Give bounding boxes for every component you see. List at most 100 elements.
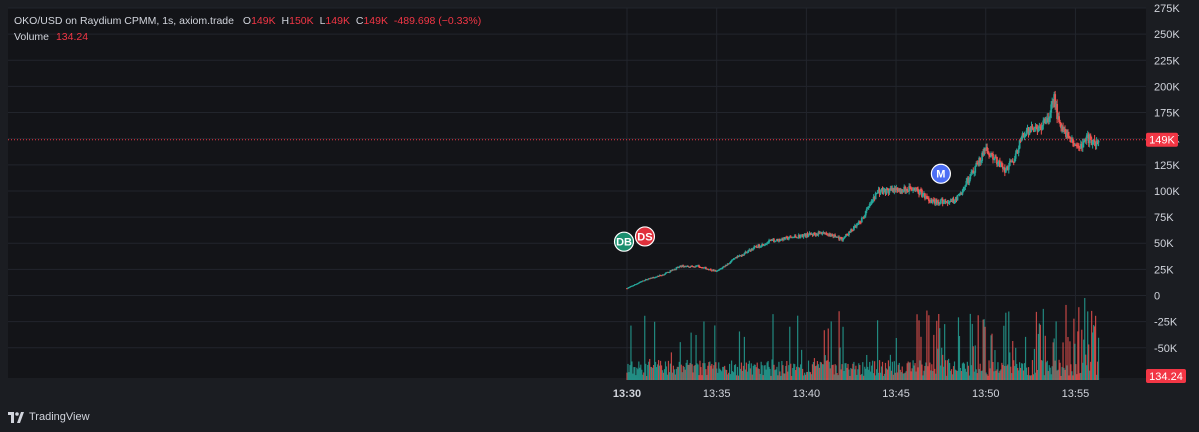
volume-bar xyxy=(829,368,831,380)
volume-bar xyxy=(1057,369,1059,380)
volume-bar xyxy=(640,364,642,380)
candle-body xyxy=(897,189,900,192)
volume-bar xyxy=(798,367,800,380)
volume-bar xyxy=(704,363,706,380)
candle-body xyxy=(1086,134,1089,136)
volume-bar xyxy=(897,364,899,380)
price-tick-label: 175K xyxy=(1154,108,1180,120)
candle-body xyxy=(988,154,990,156)
volume-bar xyxy=(874,361,876,380)
volume-bar xyxy=(1052,342,1054,380)
candle-body xyxy=(1023,135,1026,138)
volume-bar xyxy=(827,328,829,380)
volume-bar xyxy=(940,365,942,380)
volume-bar xyxy=(973,371,975,380)
volume-bar xyxy=(895,337,897,380)
candle-body xyxy=(890,188,893,190)
volume-bar xyxy=(936,320,938,380)
volume-bar xyxy=(723,366,725,380)
volume-bar xyxy=(993,371,995,380)
symbol-title[interactable]: OKO/USD on Raydium CPMM, 1s, axiom.trade xyxy=(14,15,234,27)
candle-body xyxy=(786,236,789,240)
candle-body xyxy=(1021,133,1024,137)
candle-body xyxy=(932,199,935,201)
candle-body xyxy=(992,153,994,160)
volume-bar xyxy=(898,362,900,380)
volume-label[interactable]: Volume xyxy=(14,31,50,43)
volume-bar xyxy=(879,372,882,380)
volume-bar xyxy=(1033,348,1036,380)
volume-bar xyxy=(664,361,667,380)
time-axis[interactable]: 13:30 13:35 13:40 13:45 13:50 13:55 xyxy=(613,388,1089,400)
candle-body xyxy=(686,265,689,267)
volume-value: 134.24 xyxy=(55,31,89,43)
volume-bar xyxy=(695,334,697,380)
volume-bar xyxy=(812,362,815,380)
candle-body xyxy=(804,233,807,237)
low-value: 149K xyxy=(325,15,350,27)
candle-body xyxy=(991,153,993,155)
candle-body xyxy=(858,221,861,223)
volume-bar xyxy=(1095,315,1097,380)
volume-bar xyxy=(744,369,746,380)
volume-row: Volume 134.24 xyxy=(14,29,484,45)
candle-body xyxy=(1057,116,1060,119)
candle-body xyxy=(745,251,748,254)
candle-body xyxy=(711,269,714,271)
volume-bar xyxy=(684,369,686,380)
volume-bar xyxy=(632,373,634,380)
volume-bar xyxy=(931,364,933,380)
candle-body xyxy=(1010,160,1013,162)
volume-bar xyxy=(743,336,745,380)
candle-body xyxy=(1056,104,1059,119)
volume-bar xyxy=(974,345,976,380)
candle-body xyxy=(879,191,882,194)
candle-body xyxy=(822,232,825,234)
volume-bar xyxy=(952,366,955,380)
candle-body xyxy=(787,238,790,240)
volume-bar xyxy=(775,369,777,380)
volume-bar xyxy=(1004,365,1006,380)
open-label: O xyxy=(242,15,252,27)
candle-body xyxy=(758,244,761,248)
candle-body xyxy=(859,222,862,224)
volume-bar xyxy=(924,365,926,380)
candle-body xyxy=(751,249,754,251)
volume-bar xyxy=(626,372,628,380)
volume-bar xyxy=(756,362,758,380)
candle-body xyxy=(681,265,684,267)
candle-body xyxy=(1092,139,1095,142)
volume-bar xyxy=(1073,318,1075,380)
candle-body xyxy=(877,189,880,193)
volume-bar xyxy=(689,363,691,380)
volume-bar xyxy=(767,361,769,380)
volume-bar xyxy=(1041,360,1043,380)
volume-tag-text: 134.24 xyxy=(1149,371,1183,383)
volume-bar xyxy=(694,364,696,380)
candle-body xyxy=(832,235,835,237)
candle-body xyxy=(883,189,886,191)
volume-bar xyxy=(939,328,941,380)
volume-bar xyxy=(872,360,874,380)
volume-bar xyxy=(691,364,693,380)
volume-bar xyxy=(1093,325,1095,380)
price-axis[interactable]: 275K250K225K200K175K150K125K100K75K50K25… xyxy=(1146,3,1186,383)
candle-body xyxy=(972,170,975,174)
candle-body xyxy=(650,277,653,279)
volume-bar xyxy=(705,369,707,380)
volume-bar xyxy=(657,360,660,380)
candle-body xyxy=(658,275,661,277)
volume-bar xyxy=(950,369,953,380)
candle-body xyxy=(893,187,896,192)
volume-bar xyxy=(774,370,776,380)
candle-body xyxy=(1011,160,1014,162)
volume-bar xyxy=(1047,371,1049,380)
volume-bar xyxy=(699,360,701,380)
candle-body xyxy=(866,207,869,209)
price-tick-label: 50K xyxy=(1154,238,1174,250)
volume-bar xyxy=(854,369,856,380)
candle-body xyxy=(848,231,850,236)
tradingview-logo[interactable]: TradingView xyxy=(8,411,90,423)
